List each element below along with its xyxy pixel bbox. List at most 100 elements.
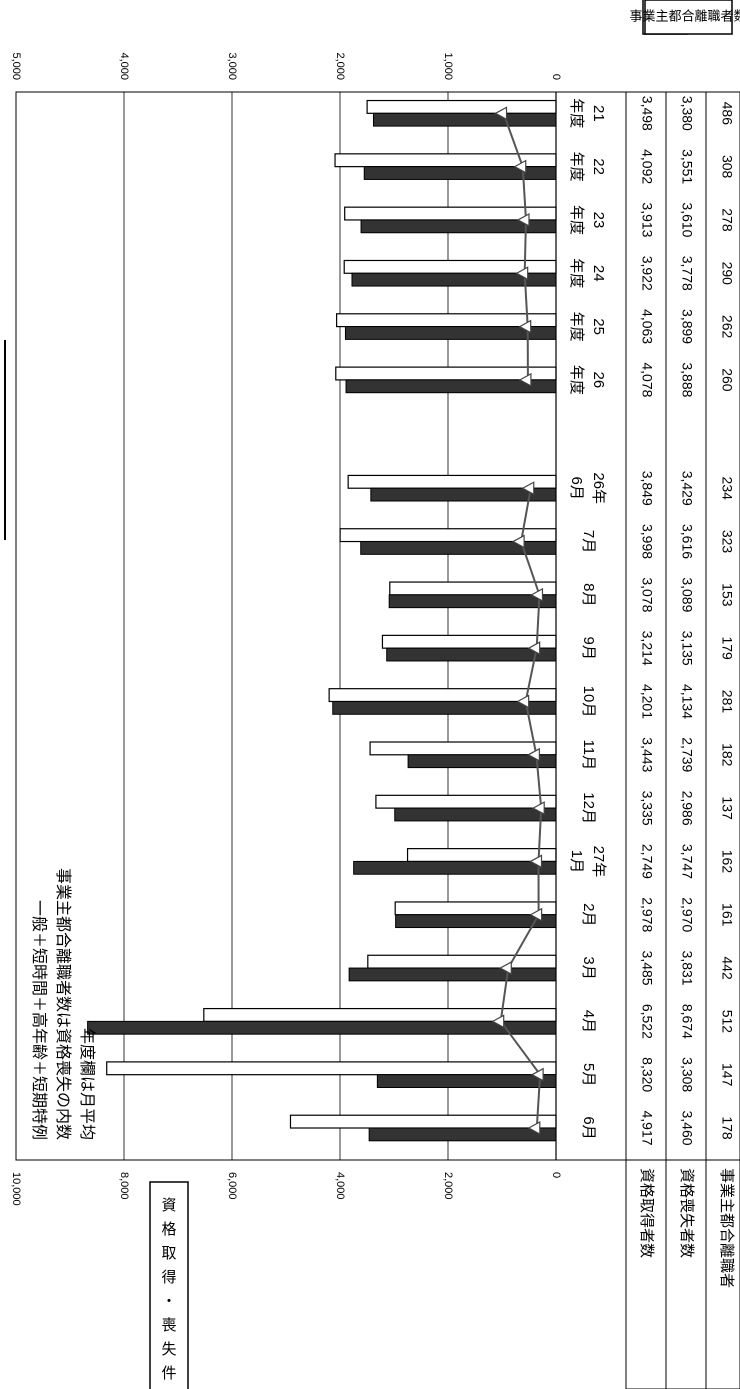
table-cell-value: 3,849 xyxy=(639,471,655,506)
table-cell-value: 2,749 xyxy=(639,844,655,879)
table-cell-value: 182 xyxy=(719,743,735,767)
line-marker xyxy=(530,587,544,602)
table-cell-value: 3,308 xyxy=(679,1057,695,1092)
right-axis-tick-label: 3,000 xyxy=(226,52,238,80)
category-label: 26 xyxy=(590,372,607,389)
table-cell-value: 3,888 xyxy=(679,362,695,397)
table-cell-value: 3,380 xyxy=(679,96,695,131)
note-text: 一般＋短時間＋高年齢＋短期特例 xyxy=(30,900,48,1140)
table-cell-value: 3,922 xyxy=(639,256,655,291)
bar-shikaku-soshitsu xyxy=(363,166,557,180)
right-axis-label: 事業主都合離職者数 xyxy=(629,8,740,23)
left-axis-label: 取 xyxy=(161,1245,176,1262)
category-label: 12月 xyxy=(580,792,597,824)
table-cell-value: 4,092 xyxy=(639,149,655,184)
table-cell-value: 3,778 xyxy=(679,256,695,291)
table-row-label: 事業主都合離職者 xyxy=(718,1168,736,1288)
category-label: 10月 xyxy=(580,686,597,718)
table-cell-value: 3,089 xyxy=(679,577,695,612)
left-axis-tick-label: 8,000 xyxy=(118,1172,130,1200)
right-axis-tick-label: 5,000 xyxy=(10,52,22,80)
table-cell-value: 3,335 xyxy=(639,791,655,826)
table-cell-value: 3,616 xyxy=(679,524,695,559)
table-cell-value: 178 xyxy=(719,1116,735,1140)
table-cell-value: 3,460 xyxy=(679,1110,695,1145)
table-cell-value: 3,610 xyxy=(679,202,695,237)
line-marker xyxy=(516,694,530,709)
line-marker xyxy=(521,481,535,496)
category-label: 25 xyxy=(590,318,607,335)
table-cell-value: 4,917 xyxy=(639,1110,655,1145)
table-cell-value: 137 xyxy=(719,796,735,820)
bar-shikaku-soshitsu xyxy=(388,594,557,609)
bar-shikaku-soshitsu xyxy=(372,112,557,127)
note-text: 年度欄は月平均 xyxy=(78,1028,96,1140)
left-axis-label: 件 xyxy=(161,1365,176,1382)
table-cell-value: 3,551 xyxy=(679,149,695,184)
line-marker xyxy=(511,534,525,549)
table-cell-value: 8,674 xyxy=(679,1004,695,1039)
category-label: 年度 xyxy=(568,98,585,128)
table-cell-value: 3,078 xyxy=(639,577,655,612)
line-marker xyxy=(529,854,543,869)
table-cell-value: 442 xyxy=(719,956,735,980)
bar-shikaku-shutoku xyxy=(381,634,557,649)
bar-shikaku-soshitsu xyxy=(87,1020,557,1035)
right-axis-tick-label: 1,000 xyxy=(442,52,454,80)
table-cell-value: 2,970 xyxy=(679,897,695,932)
line-marker xyxy=(491,1014,505,1029)
right-axis-tick-label: 4,000 xyxy=(118,52,130,80)
table-cell-value: 3,913 xyxy=(639,202,655,237)
table-cell-value: 3,429 xyxy=(679,471,695,506)
line-marker xyxy=(518,372,532,387)
left-axis-label: 喪 xyxy=(161,1316,176,1334)
line-marker xyxy=(499,961,512,976)
left-axis-label: 格 xyxy=(161,1221,176,1238)
table-cell-value: 486 xyxy=(719,102,735,126)
left-axis-label-box xyxy=(149,1181,189,1389)
category-label: 24 xyxy=(590,265,607,282)
category-label: 1月 xyxy=(568,850,585,873)
table-cell-value: 4,063 xyxy=(639,309,655,344)
table-cell-value: 3,998 xyxy=(639,524,655,559)
right-axis-tick-label: 2,000 xyxy=(334,52,346,80)
category-label: 年度 xyxy=(568,152,585,182)
table-cell-value: 179 xyxy=(719,636,735,660)
left-axis-tick-label: 4,000 xyxy=(334,1172,346,1200)
table-cell-value: 260 xyxy=(719,368,735,392)
note-text: 事業主都合離職者数は資格喪失の内数 xyxy=(54,868,72,1140)
left-axis-tick-label: 10,000 xyxy=(10,1172,22,1206)
table-cell-value: 290 xyxy=(719,262,735,286)
line-marker xyxy=(527,1120,541,1136)
table-cell-value: 4,078 xyxy=(639,362,655,397)
line-marker xyxy=(529,907,543,922)
bar-shikaku-shutoku xyxy=(389,581,557,596)
left-axis-label: 資 xyxy=(161,1197,176,1214)
bar-shikaku-soshitsu xyxy=(376,1074,557,1088)
category-label: 21 xyxy=(590,105,607,122)
category-label: 7月 xyxy=(580,530,597,553)
left-axis-label: ・ xyxy=(161,1293,176,1310)
bar-shikaku-shutoku xyxy=(394,901,557,916)
line-marker xyxy=(527,747,540,762)
table-cell-value: 4,201 xyxy=(639,684,655,719)
table-cell-value: 153 xyxy=(719,583,735,607)
category-label: 6月 xyxy=(568,477,585,500)
left-axis-label: 失 xyxy=(161,1341,176,1358)
table-cell-value: 262 xyxy=(719,315,735,339)
line-marker xyxy=(515,266,529,281)
category-label: 年度 xyxy=(568,312,585,342)
line-marker xyxy=(530,1067,544,1082)
right-axis-label-group: 事業主都合離職者数 xyxy=(629,0,740,35)
table-cell-value: 6,522 xyxy=(639,1004,655,1039)
left-axis-tick-label: 0 xyxy=(550,1172,562,1178)
data-table xyxy=(625,91,740,1389)
line-marker xyxy=(527,641,541,656)
bar-shikaku-soshitsu xyxy=(353,860,557,875)
left-axis-tick-label: 6,000 xyxy=(226,1172,238,1200)
category-label: 11月 xyxy=(580,740,597,771)
bar-shikaku-soshitsu xyxy=(360,541,557,555)
table-cell-value: 162 xyxy=(719,850,735,874)
table-cell-value: 3,485 xyxy=(639,951,655,986)
